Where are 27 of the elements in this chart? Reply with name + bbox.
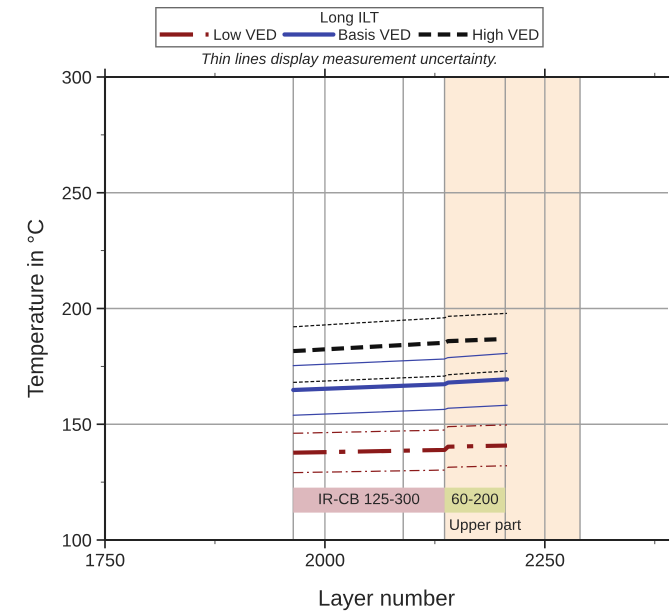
- x-tick-label: 1750: [86, 554, 124, 566]
- line-series: [291, 443, 510, 455]
- line-series: [292, 404, 508, 416]
- legend-label: Basis VED: [339, 28, 410, 40]
- text: Thin lines display measurement uncertainty.: [202, 52, 496, 68]
- x-tick-label: 2250: [526, 554, 564, 566]
- y-tick-label: 200: [62, 302, 92, 316]
- y-tick-label: 250: [62, 186, 92, 200]
- x-tick-label: 2000: [306, 554, 344, 566]
- band-label: IR-CB 125-300: [319, 493, 420, 504]
- x-axis-title: Layer number: [320, 589, 455, 610]
- legend-label: Low VED: [214, 29, 276, 40]
- y-tick-label: 150: [63, 418, 92, 431]
- line-series: [291, 377, 510, 392]
- band-label: Upper part: [450, 519, 522, 534]
- line-series: [292, 424, 508, 434]
- line-series: [292, 312, 508, 328]
- y-tick-label: 300: [62, 70, 92, 84]
- y-tick-label: 100: [63, 534, 92, 547]
- band-label: 60-200: [452, 493, 498, 504]
- line-series: [291, 337, 499, 354]
- line-series: [292, 352, 508, 366]
- legend-title: Long ILT: [321, 12, 379, 26]
- legend-label: High VED: [473, 28, 538, 43]
- line-series: [292, 370, 508, 383]
- line-series: [292, 465, 508, 474]
- y-axis-title: Temperature in °C: [27, 220, 48, 398]
